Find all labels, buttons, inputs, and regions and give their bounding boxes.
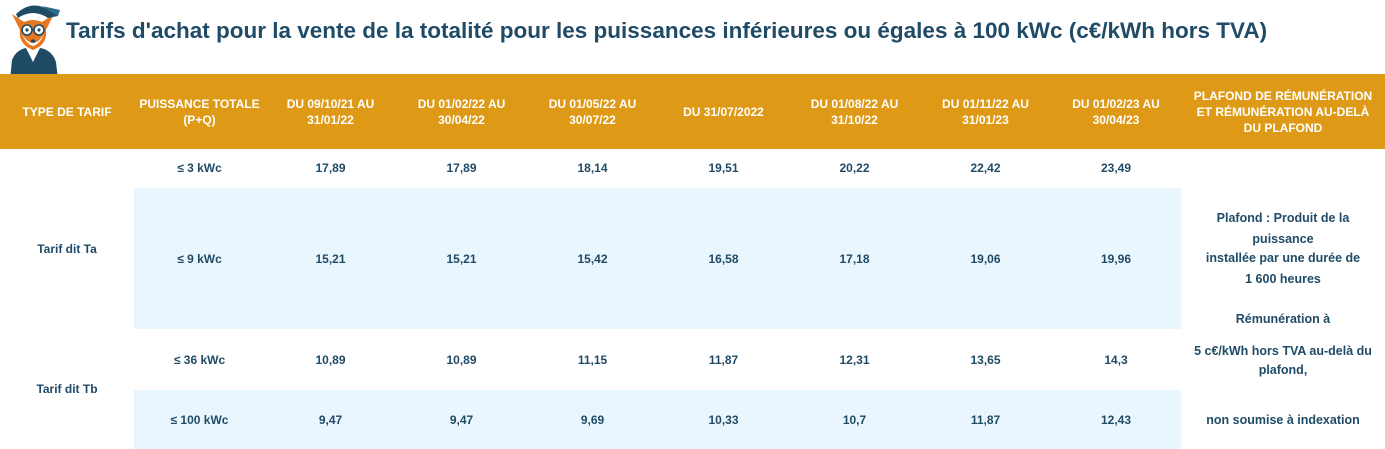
header-period-1: DU 09/10/21 AU 31/01/22 <box>286 96 375 127</box>
value-cell: 15,21 <box>446 252 477 266</box>
power-cell: ≤ 36 kWc <box>173 353 226 367</box>
header-plafond: PLAFOND DE RÉMUNÉRATION ET RÉMUNÉRATION … <box>1193 88 1373 135</box>
fox-mascot-icon <box>10 5 60 80</box>
value-cell: 18,14 <box>577 161 608 175</box>
plafond-line-7: plafond, <box>1258 363 1308 377</box>
header-period-7: DU 01/02/23 AU 30/04/23 <box>1072 96 1160 127</box>
value-cell: 19,06 <box>970 252 1001 266</box>
value-cell: 11,87 <box>708 353 739 367</box>
value-cell: 15,42 <box>577 252 608 266</box>
value-cell: 10,89 <box>446 353 477 367</box>
plafond-line-3: installée par une durée de <box>1205 251 1361 265</box>
header-period-2: DU 01/02/22 AU 30/04/22 <box>417 96 506 127</box>
plafond-line-5: Rémunération à <box>1235 312 1331 326</box>
header-puissance-totale: PUISSANCE TOTALE (P+Q) <box>139 96 260 127</box>
header-type-de-tarif: TYPE DE TARIF <box>22 104 112 119</box>
value-cell: 9,69 <box>580 413 605 427</box>
plafond-line-6: 5 c€/kWh hors TVA au-delà du <box>1194 344 1372 358</box>
value-cell: 15,21 <box>315 252 346 266</box>
power-cell: ≤ 100 kWc <box>170 413 229 427</box>
value-cell: 9,47 <box>449 413 474 427</box>
value-cell: 17,89 <box>315 161 346 175</box>
value-cell: 16,58 <box>708 252 739 266</box>
value-cell: 10,89 <box>315 353 346 367</box>
power-cell: ≤ 3 kWc <box>177 161 222 175</box>
plafond-line-2: puissance <box>1252 232 1314 246</box>
value-cell: 19,96 <box>1100 252 1132 266</box>
power-cell: ≤ 9 kWc <box>177 252 222 266</box>
value-cell: 12,43 <box>1100 413 1132 427</box>
value-cell: 14,3 <box>1104 353 1128 367</box>
tarif-type-ta: Tarif dit Ta <box>37 242 97 256</box>
value-cell: 11,87 <box>970 413 1001 427</box>
value-cell: 10,33 <box>708 413 739 427</box>
plafond-line-1: Plafond : Produit de la <box>1216 211 1350 225</box>
page-title: Tarifs d'achat pour la vente de la total… <box>66 18 1268 43</box>
value-cell: 9,47 <box>318 413 343 427</box>
value-cell: 23,49 <box>1100 161 1132 175</box>
value-cell: 17,18 <box>839 252 870 266</box>
value-cell: 10,7 <box>842 413 867 427</box>
tarif-type-tb: Tarif dit Tb <box>36 382 98 396</box>
row-band-100kwc <box>134 390 1181 449</box>
value-cell: 20,22 <box>839 161 870 175</box>
table-header-band <box>0 74 1385 149</box>
header-period-6: DU 01/11/22 AU 31/01/23 <box>942 96 1029 127</box>
value-cell: 19,51 <box>708 161 739 175</box>
value-cell: 11,15 <box>577 353 608 367</box>
header-period-4: DU 31/07/2022 <box>683 104 764 119</box>
header-period-5: DU 01/08/22 AU 31/10/22 <box>810 96 899 127</box>
plafond-line-4: 1 600 heures <box>1245 272 1321 286</box>
row-band-9kwc <box>134 188 1181 329</box>
value-cell: 12,31 <box>839 353 870 367</box>
value-cell: 13,65 <box>970 353 1001 367</box>
plafond-line-8: non soumise à indexation <box>1206 413 1360 427</box>
header-period-3: DU 01/05/22 AU 30/07/22 <box>548 96 637 127</box>
value-cell: 17,89 <box>446 161 477 175</box>
value-cell: 22,42 <box>970 161 1001 175</box>
